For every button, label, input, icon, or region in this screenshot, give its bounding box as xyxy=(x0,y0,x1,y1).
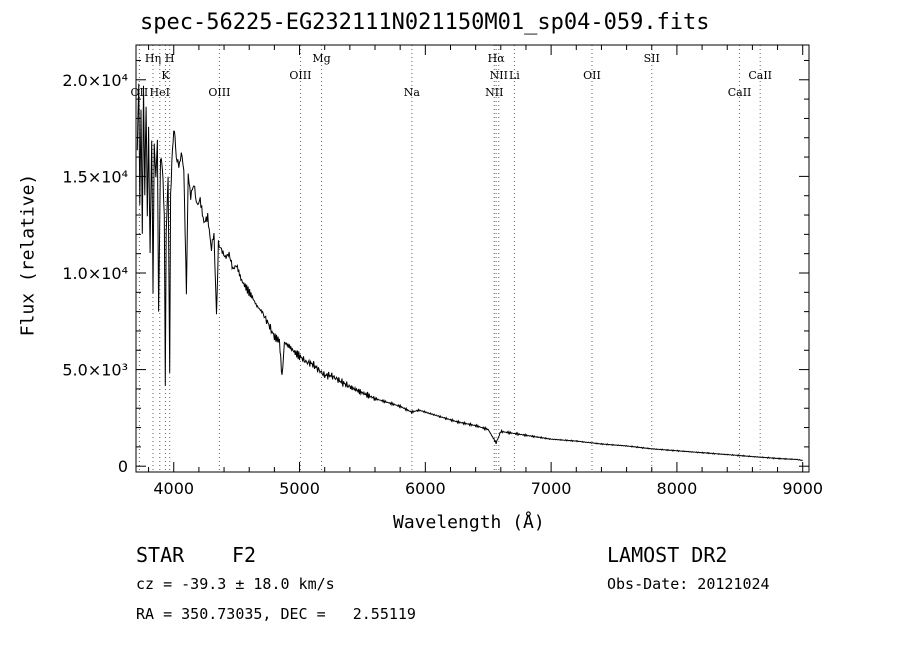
x-axis-label: Wavelength (Å) xyxy=(393,512,545,533)
spectral-line-label: OII xyxy=(583,69,601,82)
spectral-line-label: Hη xyxy=(145,52,161,65)
tick-labels: 4000 5000 6000 7000 8000 9000 0 5.0×10³ 1.0×10⁴ 1… xyxy=(62,71,823,498)
y-tick-label: 5.0×10³ xyxy=(62,361,128,380)
spectral-line-label: OII xyxy=(131,86,149,99)
spectral-line-markers xyxy=(138,45,761,472)
spectral-line-label: Hα xyxy=(488,52,506,65)
object-subclass: F2 xyxy=(232,543,257,567)
spectral-line-label: Mg xyxy=(312,52,330,65)
spectral-line-label: HeI xyxy=(150,86,170,99)
spectral-line-label: K xyxy=(161,69,170,82)
y-tick-label: 1.0×10⁴ xyxy=(62,264,128,283)
y-tick-label: 2.0×10⁴ xyxy=(62,71,128,90)
x-tick-label: 6000 xyxy=(405,479,446,498)
x-tick-label: 9000 xyxy=(782,479,823,498)
object-class: STAR xyxy=(136,543,185,567)
spectral-line-label: OIII xyxy=(208,86,230,99)
spectral-line-label: NII xyxy=(490,69,508,82)
spectral-line-label: SII xyxy=(644,52,660,65)
spectral-line-label: NII xyxy=(485,86,503,99)
y-tick-label: 1.5×10⁴ xyxy=(62,167,128,186)
spectral-line-label: CaII xyxy=(728,86,752,99)
spectral-line-label: OIII xyxy=(289,69,311,82)
x-tick-label: 5000 xyxy=(279,479,320,498)
spectral-line-label: CaII xyxy=(748,69,772,82)
cz-readout: cz = -39.3 ± 18.0 km/s xyxy=(136,575,335,593)
plot-frame xyxy=(135,44,810,473)
spectral-line-label: Li xyxy=(509,69,520,82)
spectral-line-label: H xyxy=(165,52,175,65)
x-tick-label: 8000 xyxy=(657,479,698,498)
obs-date: Obs-Date: 20121024 xyxy=(607,575,770,593)
x-tick-label: 7000 xyxy=(531,479,572,498)
chart-title: spec-56225-EG232111N021150M01_sp04-059.f… xyxy=(140,10,710,35)
axis-ticks xyxy=(136,45,809,472)
survey-name: LAMOST DR2 xyxy=(607,543,728,567)
spectrum-series-line xyxy=(136,83,803,461)
spectral-line-label: Na xyxy=(404,86,421,99)
coordinates: RA = 350.73035, DEC = 2.55119 xyxy=(136,605,416,623)
y-tick-label: 0 xyxy=(118,457,128,476)
y-axis-label: Flux (relative) xyxy=(17,173,39,337)
x-tick-label: 4000 xyxy=(153,479,194,498)
